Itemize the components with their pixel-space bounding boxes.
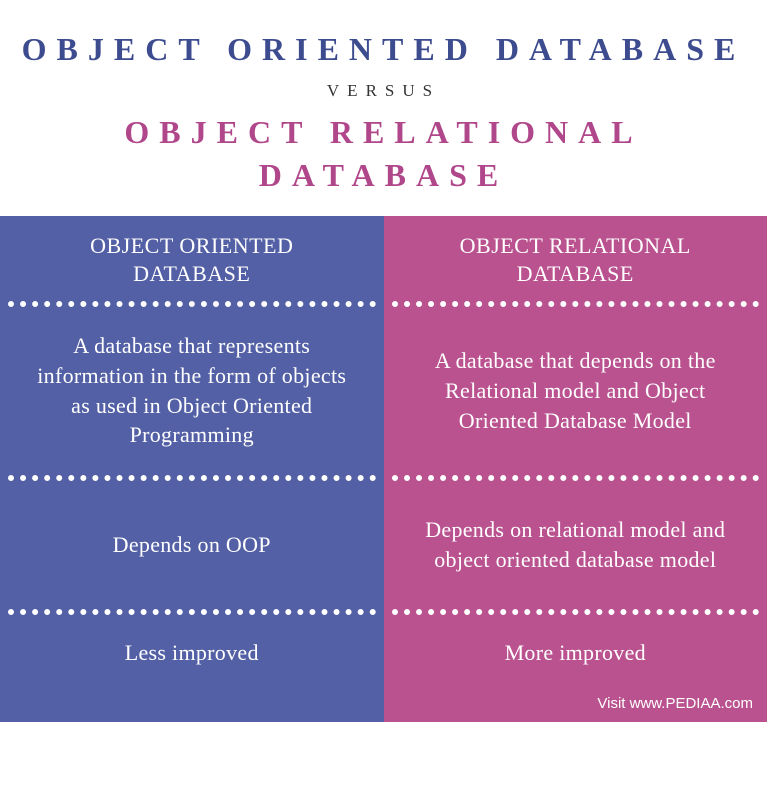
left-depends: Depends on OOP <box>0 481 384 609</box>
title-bottom: OBJECT RELATIONAL DATABASE <box>20 111 747 197</box>
right-column: OBJECT RELATIONAL DATABASE A database th… <box>384 216 767 722</box>
right-depends: Depends on relational model and object o… <box>384 481 767 609</box>
comparison-table: OBJECT ORIENTED DATABASE A database that… <box>0 216 767 722</box>
versus-label: VERSUS <box>20 81 747 101</box>
footer-credit: Visit www.PEDIAA.com <box>384 691 767 722</box>
right-column-header: OBJECT RELATIONAL DATABASE <box>384 216 767 301</box>
right-definition: A database that depends on the Relationa… <box>384 307 767 475</box>
left-column: OBJECT ORIENTED DATABASE A database that… <box>0 216 384 722</box>
left-improved: Less improved <box>0 615 384 691</box>
right-improved: More improved <box>384 615 767 691</box>
title-top: OBJECT ORIENTED DATABASE <box>20 28 747 71</box>
left-definition: A database that represents information i… <box>0 307 384 475</box>
header-section: OBJECT ORIENTED DATABASE VERSUS OBJECT R… <box>0 0 767 216</box>
left-column-header: OBJECT ORIENTED DATABASE <box>0 216 384 301</box>
